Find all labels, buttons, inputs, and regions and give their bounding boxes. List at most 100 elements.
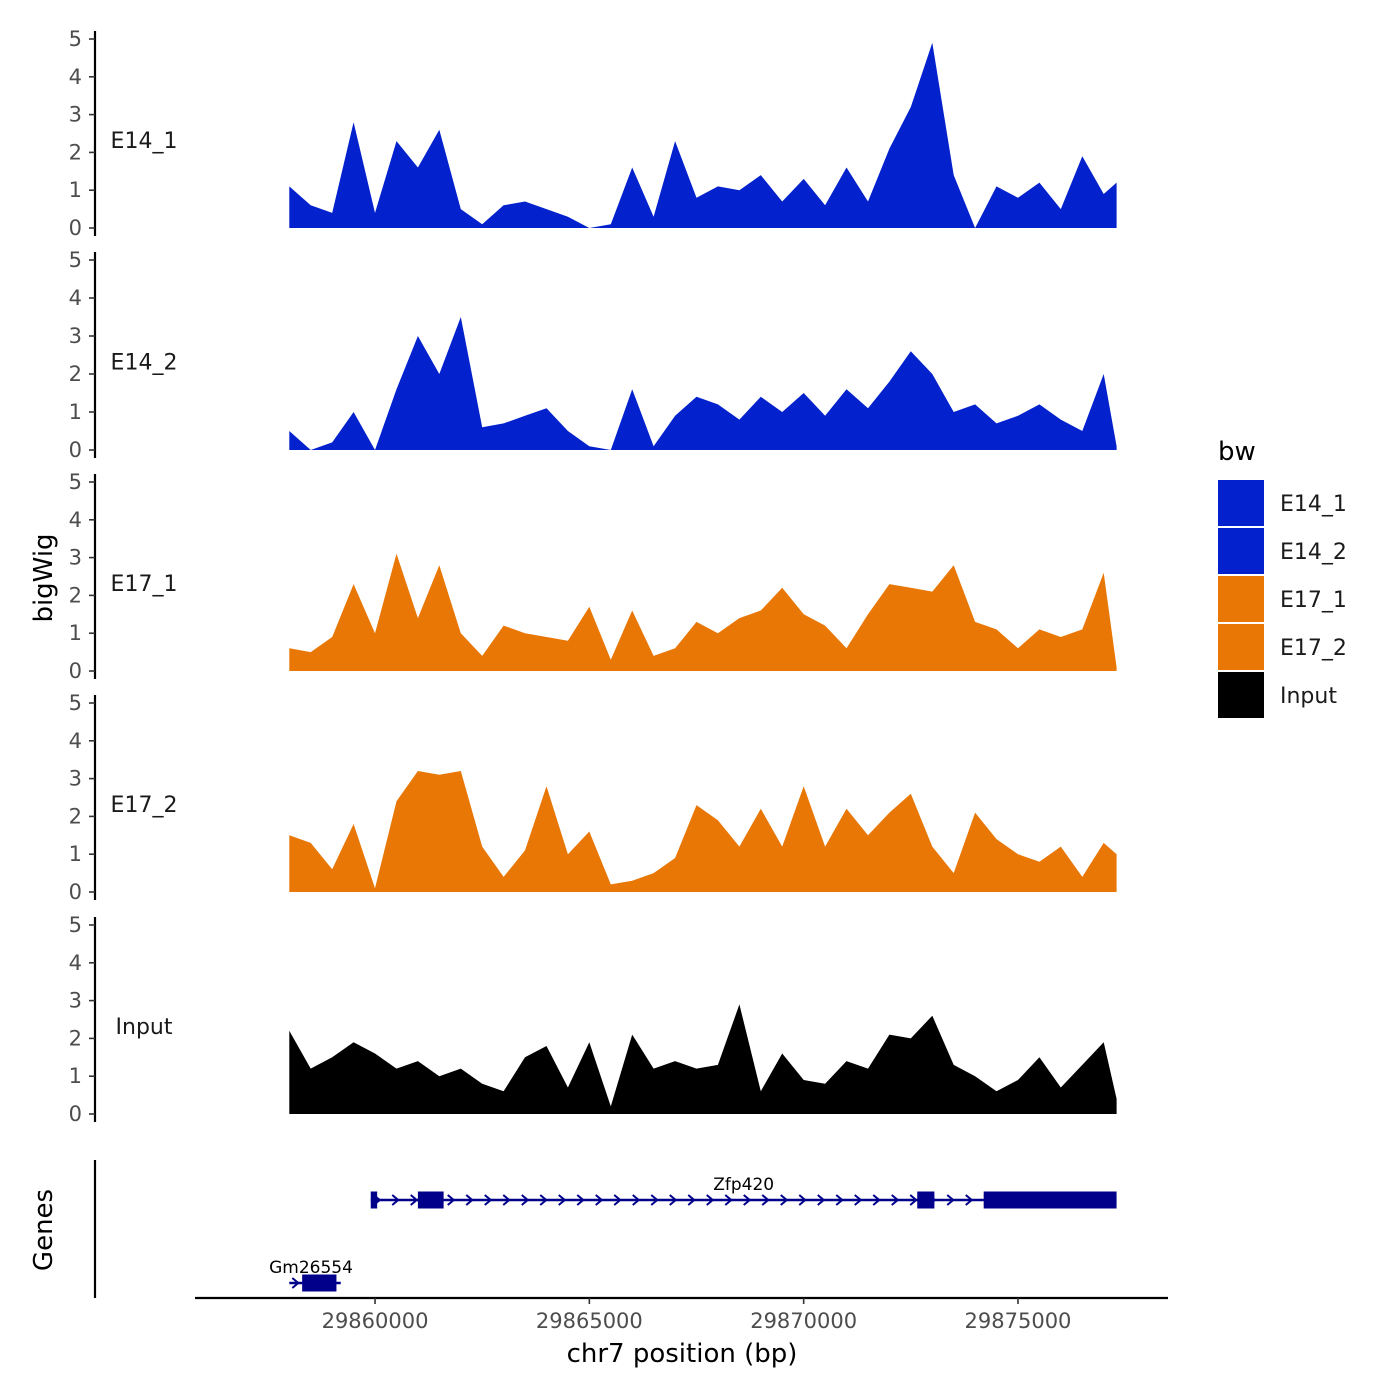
gene-exon bbox=[302, 1274, 337, 1292]
strand-arrow bbox=[632, 1194, 641, 1206]
panel-label-E14_2: E14_2 bbox=[111, 351, 178, 376]
coverage-area-E17_2 bbox=[289, 771, 1117, 892]
strand-arrow bbox=[761, 1194, 770, 1206]
gene-Gm26554: Gm26554 bbox=[269, 1258, 353, 1292]
gene-exon bbox=[417, 1191, 444, 1209]
strand-arrow bbox=[484, 1194, 493, 1206]
legend-swatch-E14_1 bbox=[1218, 480, 1264, 526]
y-tick-label: 5 bbox=[69, 691, 82, 715]
y-tick-label: 2 bbox=[69, 1026, 82, 1050]
y-tick-label: 3 bbox=[69, 546, 82, 570]
y-tick-label: 2 bbox=[69, 583, 82, 607]
genes-track-title: Genes bbox=[29, 1189, 59, 1271]
strand-arrow bbox=[891, 1194, 900, 1206]
y-tick-label: 5 bbox=[69, 27, 82, 51]
y-tick-label: 0 bbox=[69, 1102, 82, 1126]
legend-label-E14_1: E14_1 bbox=[1280, 492, 1347, 517]
gene-label: Gm26554 bbox=[269, 1258, 353, 1278]
panel-E14_1: 0 1 2 3 4 5 E14_1 bbox=[69, 27, 1117, 240]
strand-arrow bbox=[854, 1194, 863, 1206]
strand-arrow bbox=[576, 1194, 585, 1206]
gene-exon bbox=[370, 1191, 378, 1209]
strand-arrow bbox=[909, 1194, 918, 1206]
panel-label-E17_1: E17_1 bbox=[111, 572, 178, 597]
strand-arrow bbox=[965, 1194, 974, 1206]
panel-label-E17_2: E17_2 bbox=[111, 793, 178, 818]
strand-arrow bbox=[465, 1194, 474, 1206]
legend-label-E17_2: E17_2 bbox=[1280, 636, 1347, 661]
coverage-area-E14_1 bbox=[289, 42, 1117, 228]
y-tick-label: 1 bbox=[69, 842, 82, 866]
y-tick-label: 4 bbox=[69, 951, 82, 975]
legend-swatch-Input bbox=[1218, 672, 1264, 718]
y-tick-label: 4 bbox=[69, 729, 82, 753]
y-tick-label: 3 bbox=[69, 103, 82, 127]
coverage-area-Input bbox=[289, 1004, 1117, 1114]
strand-arrow bbox=[539, 1194, 548, 1206]
strand-arrow bbox=[502, 1194, 511, 1206]
panel-label-E14_1: E14_1 bbox=[111, 129, 178, 154]
strand-arrow bbox=[706, 1194, 715, 1206]
legend-swatch-E14_2 bbox=[1218, 528, 1264, 574]
strand-arrow bbox=[447, 1194, 456, 1206]
gene-exon bbox=[917, 1191, 935, 1209]
strand-arrow bbox=[613, 1194, 622, 1206]
legend: bw E14_1 E14_2 E17_1 E17_2 Input bbox=[1218, 437, 1347, 718]
y-tick-label: 4 bbox=[69, 286, 82, 310]
strand-arrow bbox=[558, 1194, 567, 1206]
y-tick-label: 5 bbox=[69, 470, 82, 494]
strand-arrow bbox=[780, 1194, 789, 1206]
y-tick-label: 1 bbox=[69, 621, 82, 645]
strand-arrow bbox=[669, 1194, 678, 1206]
y-tick-label: 3 bbox=[69, 989, 82, 1013]
panel-Input: 0 1 2 3 4 5 Input bbox=[69, 913, 1117, 1126]
y-tick-label: 5 bbox=[69, 248, 82, 272]
strand-arrow bbox=[687, 1194, 696, 1206]
legend-label-E17_1: E17_1 bbox=[1280, 588, 1347, 613]
strand-arrow bbox=[946, 1194, 955, 1206]
gene-exon bbox=[983, 1191, 1117, 1209]
y-tick-label: 1 bbox=[69, 1064, 82, 1088]
genes-track: Zfp420 Gm26554 bbox=[93, 1160, 1117, 1298]
y-tick-label: 0 bbox=[69, 659, 82, 683]
strand-arrow bbox=[391, 1194, 400, 1206]
y-tick-label: 2 bbox=[69, 140, 82, 164]
strand-arrow bbox=[650, 1194, 659, 1206]
coverage-area-E14_2 bbox=[289, 317, 1117, 450]
y-tick-label: 4 bbox=[69, 65, 82, 89]
legend-label-E14_2: E14_2 bbox=[1280, 540, 1347, 565]
strand-arrow bbox=[798, 1194, 807, 1206]
legend-swatch-E17_2 bbox=[1218, 624, 1264, 670]
strand-arrow bbox=[521, 1194, 530, 1206]
panel-E17_2: 0 1 2 3 4 5 E17_2 bbox=[69, 691, 1117, 904]
panel-label-Input: Input bbox=[116, 1015, 173, 1040]
legend-label-Input: Input bbox=[1280, 684, 1337, 709]
gene-label: Zfp420 bbox=[713, 1175, 774, 1195]
coverage-area-E17_1 bbox=[289, 553, 1117, 671]
x-tick-label: 29860000 bbox=[322, 1309, 429, 1333]
strand-arrow bbox=[743, 1194, 752, 1206]
panel-E17_1: 0 1 2 3 4 5 E17_1 bbox=[69, 470, 1117, 683]
y-tick-label: 0 bbox=[69, 880, 82, 904]
strand-arrow bbox=[595, 1194, 604, 1206]
strand-arrow bbox=[291, 1277, 300, 1289]
legend-swatch-E17_1 bbox=[1218, 576, 1264, 622]
x-tick-label: 29875000 bbox=[965, 1309, 1072, 1333]
strand-arrow bbox=[835, 1194, 844, 1206]
y-tick-label: 1 bbox=[69, 400, 82, 424]
y-tick-label: 3 bbox=[69, 324, 82, 348]
x-tick-label: 29870000 bbox=[750, 1309, 857, 1333]
x-tick-label: 29865000 bbox=[536, 1309, 643, 1333]
strand-arrow bbox=[724, 1194, 733, 1206]
panel-E14_2: 0 1 2 3 4 5 E14_2 bbox=[69, 248, 1117, 462]
y-tick-label: 3 bbox=[69, 767, 82, 791]
y-tick-label: 0 bbox=[69, 216, 82, 240]
x-axis: 29860000 29865000 29870000 29875000 bbox=[195, 1296, 1168, 1333]
y-tick-label: 4 bbox=[69, 508, 82, 532]
y-axis-title: bigWig bbox=[29, 533, 59, 622]
coverage-panels: 0 1 2 3 4 5 E14_1 0 1 2 3 4 5 E14_2 0 1 2 3 4 5 E17_1 0 1 2 3 4 5 E… bbox=[69, 27, 1117, 1126]
legend-title: bw bbox=[1218, 437, 1256, 467]
x-axis-title: chr7 position (bp) bbox=[567, 1339, 798, 1369]
